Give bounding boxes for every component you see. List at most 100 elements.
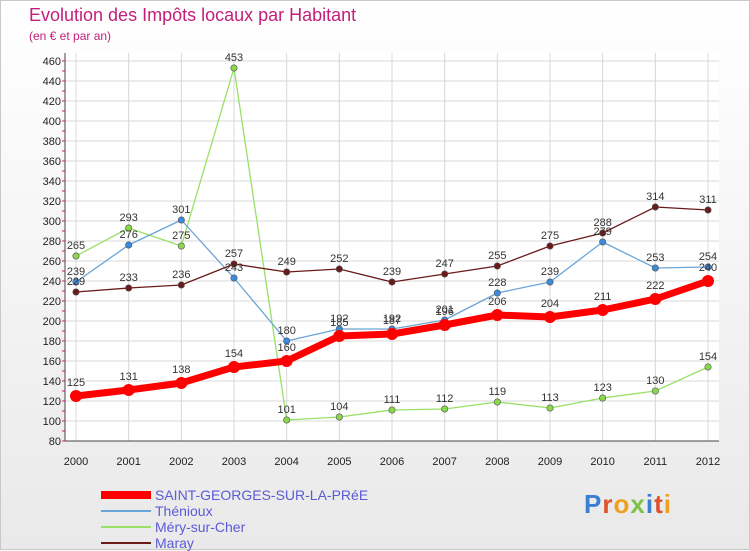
data-point [177,242,185,250]
data-point [651,203,659,211]
data-label: 192 [330,313,348,325]
y-tick-label: 180 [43,336,61,348]
data-label: 288 [593,217,611,229]
data-label: 275 [541,230,559,242]
data-point [388,278,396,286]
data-point [546,278,554,286]
data-point [125,224,133,232]
data-point [386,328,398,340]
y-tick-label: 160 [43,356,61,368]
y-tick-label: 420 [43,96,61,108]
data-label: 236 [172,269,190,281]
x-tick-label: 2003 [222,456,246,468]
x-tick-label: 2000 [64,456,88,468]
legend-label: Thénioux [155,503,213,519]
x-tick-label: 2009 [538,456,562,468]
y-tick-label: 320 [43,196,61,208]
data-label: 125 [67,377,85,389]
data-point [283,268,291,276]
data-point [599,238,607,246]
data-point [649,293,662,305]
data-label: 104 [330,401,348,413]
data-point [228,361,240,373]
data-label: 243 [225,262,243,274]
data-point [175,377,188,389]
data-point [125,241,133,249]
chart-subtitle: (en € et par an) [29,29,112,43]
data-point [283,337,291,345]
data-label: 453 [225,52,243,64]
data-label: 252 [330,253,348,265]
x-tick-label: 2010 [590,456,614,468]
data-point [283,416,291,424]
data-label: 293 [119,212,137,224]
data-label: 314 [646,191,664,203]
data-label: 249 [277,256,295,268]
y-tick-label: 120 [43,396,61,408]
legend-swatch [101,491,151,499]
y-tick-label: 80 [49,436,61,448]
data-label: 240 [699,262,717,274]
data-point [230,64,238,72]
data-point [280,355,293,367]
chart-title: Evolution des Impôts locaux par Habitant [29,5,357,25]
data-label: 111 [384,394,401,406]
data-point [438,319,451,331]
data-point [177,281,185,289]
x-tick-label: 2004 [274,456,298,468]
data-point [333,330,346,342]
legend: SAINT-GEORGES-SUR-LA-PRéE Thénioux Méry-su… [101,487,368,551]
data-label: 276 [119,229,137,241]
data-label: 154 [699,351,717,363]
data-label: 239 [383,266,401,278]
data-point [230,274,238,282]
y-tick-label: 240 [43,276,61,288]
data-point [704,263,712,271]
data-label: 187 [383,315,401,327]
x-tick-label: 2001 [116,456,140,468]
data-label: 113 [541,392,559,404]
legend-item: Thénioux [101,503,368,519]
y-tick-label: 340 [43,176,61,188]
data-label: 154 [225,348,243,360]
data-label: 131 [119,371,137,383]
data-point [493,289,501,297]
y-tick-label: 280 [43,236,61,248]
data-point [493,398,501,406]
data-point [125,284,133,292]
data-label: 239 [541,266,559,278]
data-label: 222 [646,280,664,292]
data-point [651,387,659,395]
data-label: 228 [488,277,506,289]
y-tick-label: 100 [43,416,61,428]
data-label: 119 [489,386,507,398]
data-point [599,229,607,237]
x-tick-label: 2011 [644,456,668,468]
proxiti-logo: Proxiti [584,489,672,519]
data-point [177,216,185,224]
x-tick-label: 2006 [380,456,404,468]
data-label: 233 [119,272,137,284]
data-label: 192 [383,313,401,325]
data-point [72,288,80,296]
data-label: 160 [277,342,295,354]
y-tick-label: 200 [43,316,61,328]
data-point [72,252,80,260]
data-point [599,394,607,402]
data-point [70,390,82,402]
legend-item: SAINT-GEORGES-SUR-LA-PRéE [101,487,368,503]
x-tick-label: 2002 [169,456,193,468]
data-point [72,278,80,286]
data-label: 101 [277,404,295,416]
y-tick-label: 300 [43,216,61,228]
y-tick-label: 460 [43,56,61,68]
y-tick-label: 220 [43,296,61,308]
data-label: 253 [646,252,664,264]
data-point [544,311,556,323]
data-label: 130 [646,375,664,387]
data-point [493,262,501,270]
data-label: 265 [67,240,85,252]
legend-item: Maray [101,535,368,551]
legend-swatch [101,542,151,544]
